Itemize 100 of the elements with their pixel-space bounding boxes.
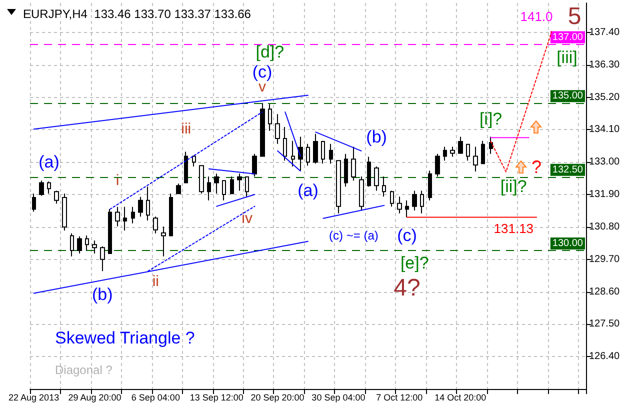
annotation: 141.0 [520,8,553,24]
candlestick [283,126,287,162]
candlestick [131,206,135,224]
y-tick-label: 127.50 [589,318,620,330]
candlestick [245,176,249,198]
candlestick [306,143,310,166]
candlestick [230,176,234,194]
annotation: ii [152,272,160,290]
y-tick-label: 136.30 [589,59,620,70]
annotation: [i]? [479,109,502,128]
chart-title: EURJPY,H4 133.46 133.70 133.37 133.66 [23,7,252,21]
annotation: [e]? [400,254,429,273]
candlestick [489,136,493,154]
candlestick [382,176,386,198]
candlestick [192,155,196,168]
candlestick [176,183,181,194]
candlestick [222,180,226,201]
candlestick [420,190,424,214]
x-tick-label: 22 Aug 2013 [8,392,60,402]
candlestick [153,216,158,234]
candlestick [100,246,105,272]
x-tick-label: 29 Aug 20:00 [68,392,122,402]
candlestick [62,193,67,231]
annotation: ? [531,156,542,177]
candlestick [336,160,341,214]
candlestick [428,170,432,201]
candlestick [77,236,82,254]
candlestick [481,140,485,164]
annotation: [iii] [556,48,578,68]
candlestick [275,114,280,144]
candlestick [123,206,127,231]
candlestick [450,146,455,158]
y-tick-label: 137.40 [589,26,620,38]
candlestick [207,176,211,201]
candlestick [367,156,371,188]
y-tick-label: 128.60 [589,286,620,298]
annotation: (c) [397,226,417,245]
candlestick [344,153,348,188]
candlestick [298,136,303,172]
annotation: [ii]? [500,177,527,196]
x-tick-label: 20 Sep 20:00 [250,392,304,402]
annotation: (b) [92,284,113,304]
y-tick-label: 134.10 [589,124,620,136]
candlestick [390,190,394,208]
annotation: 4? [394,274,420,302]
candlestick [237,173,242,192]
annotation: Diagonal ? [55,363,113,377]
candlestick [268,104,272,132]
candlestick [138,196,143,218]
candlestick [184,151,188,184]
candlestick [161,226,166,257]
x-tick-label: 13 Sep 12:00 [190,392,244,402]
x-tick-label: 14 Oct 20:00 [434,392,486,402]
x-tick-label: 7 Oct 12:00 [376,392,423,402]
candlestick [252,153,257,178]
candlestick [39,180,44,196]
candlestick [291,140,295,168]
ref-line-label: 137.00 [552,32,584,43]
candlestick [473,146,478,172]
y-tick-label: 131.90 [589,189,620,200]
candlestick [115,206,120,227]
annotation: (a) [298,181,318,200]
candlestick [169,193,173,236]
candlestick [321,140,325,164]
candlestick [54,190,59,204]
candlestick [199,165,204,194]
x-tick-label: 30 Sep 04:00 [312,392,366,402]
candlestick [412,190,417,211]
y-tick-label: 129.70 [589,254,620,265]
candlestick [70,232,74,257]
candlestick [214,173,219,194]
y-tick-label: 130.80 [589,221,620,232]
candlestick [313,133,318,164]
candlestick [435,153,440,178]
candlestick [397,196,402,214]
candlestick [146,186,150,221]
y-tick-label: 135.20 [589,92,620,103]
candlestick [374,166,379,192]
candlestick [359,176,364,211]
annotation: 131.13 [494,220,534,236]
candlestick [351,146,356,182]
candlestick [92,240,97,254]
annotation: Skewed Triangle ? [55,328,195,348]
candlestick [329,143,333,164]
x-tick-label: 6 Sep 04:00 [131,392,180,402]
annotation: iv [242,210,253,227]
candlestick [443,146,447,162]
annotation: 5 [568,2,582,30]
y-tick-label: 126.40 [589,351,620,362]
candlestick [260,102,265,158]
candlestick [466,143,470,162]
annotation: (b) [366,127,387,146]
annotation: [d]? [256,42,284,62]
ref-line-label: 130.00 [552,238,584,250]
y-tick-label: 133.00 [589,156,620,168]
annotation: (a) [38,152,60,172]
candlestick [405,200,409,218]
annotation: iii [181,120,192,138]
candlestick [85,234,89,252]
candlestick [47,181,51,194]
